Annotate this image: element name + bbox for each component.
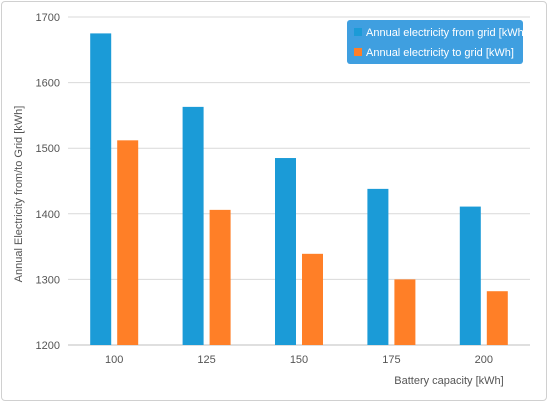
grid-lines (68, 16, 530, 346)
legend-label-from-grid: Annual electricity from grid [kWh] (366, 27, 527, 39)
bar-to-grid-200 (486, 291, 508, 345)
bar-from-grid-100 (90, 33, 112, 346)
y-tick-labels: 1200 1300 1400 1500 1600 1700 (36, 12, 60, 352)
legend-background (347, 20, 523, 64)
bars (90, 33, 508, 346)
y-tick-label: 1700 (36, 12, 60, 24)
bar-from-grid-150 (275, 158, 296, 345)
y-tick-label: 1400 (36, 209, 60, 221)
y-tick-label: 1500 (36, 143, 60, 155)
bar-to-grid-150 (302, 253, 323, 345)
bar-to-grid-175 (394, 279, 416, 345)
y-axis-title: Annual Electricity from/to Grid [kWh] (13, 106, 25, 283)
x-axis-title: Battery capacity [kWh] (394, 375, 503, 387)
bar-to-grid-125 (209, 209, 231, 345)
x-tick-label: 150 (290, 354, 308, 366)
y-tick-label: 1600 (36, 78, 60, 90)
legend: Annual electricity from grid [kWh] Annua… (347, 20, 527, 64)
bar-from-grid-175 (367, 188, 389, 345)
bar-to-grid-100 (117, 140, 139, 345)
chart-frame: 1200 1300 1400 1500 1600 1700 100 125 150 175 200… (1, 1, 547, 401)
x-tick-label: 175 (382, 354, 400, 366)
legend-label-to-grid: Annual electricity to grid [kWh] (366, 47, 514, 59)
bar-from-grid-125 (182, 106, 204, 345)
legend-swatch-to-grid (354, 48, 362, 56)
legend-swatch-from-grid (354, 28, 362, 36)
y-tick-label: 1300 (36, 274, 60, 286)
x-tick-label: 100 (105, 354, 123, 366)
bar-chart: 1200 1300 1400 1500 1600 1700 100 125 150 175 200… (13, 12, 530, 387)
x-tick-label: 125 (197, 354, 215, 366)
y-tick-label: 1200 (36, 340, 60, 352)
bar-from-grid-200 (459, 206, 481, 345)
x-tick-labels: 100 125 150 175 200 (105, 354, 493, 366)
x-tick-label: 200 (475, 354, 493, 366)
